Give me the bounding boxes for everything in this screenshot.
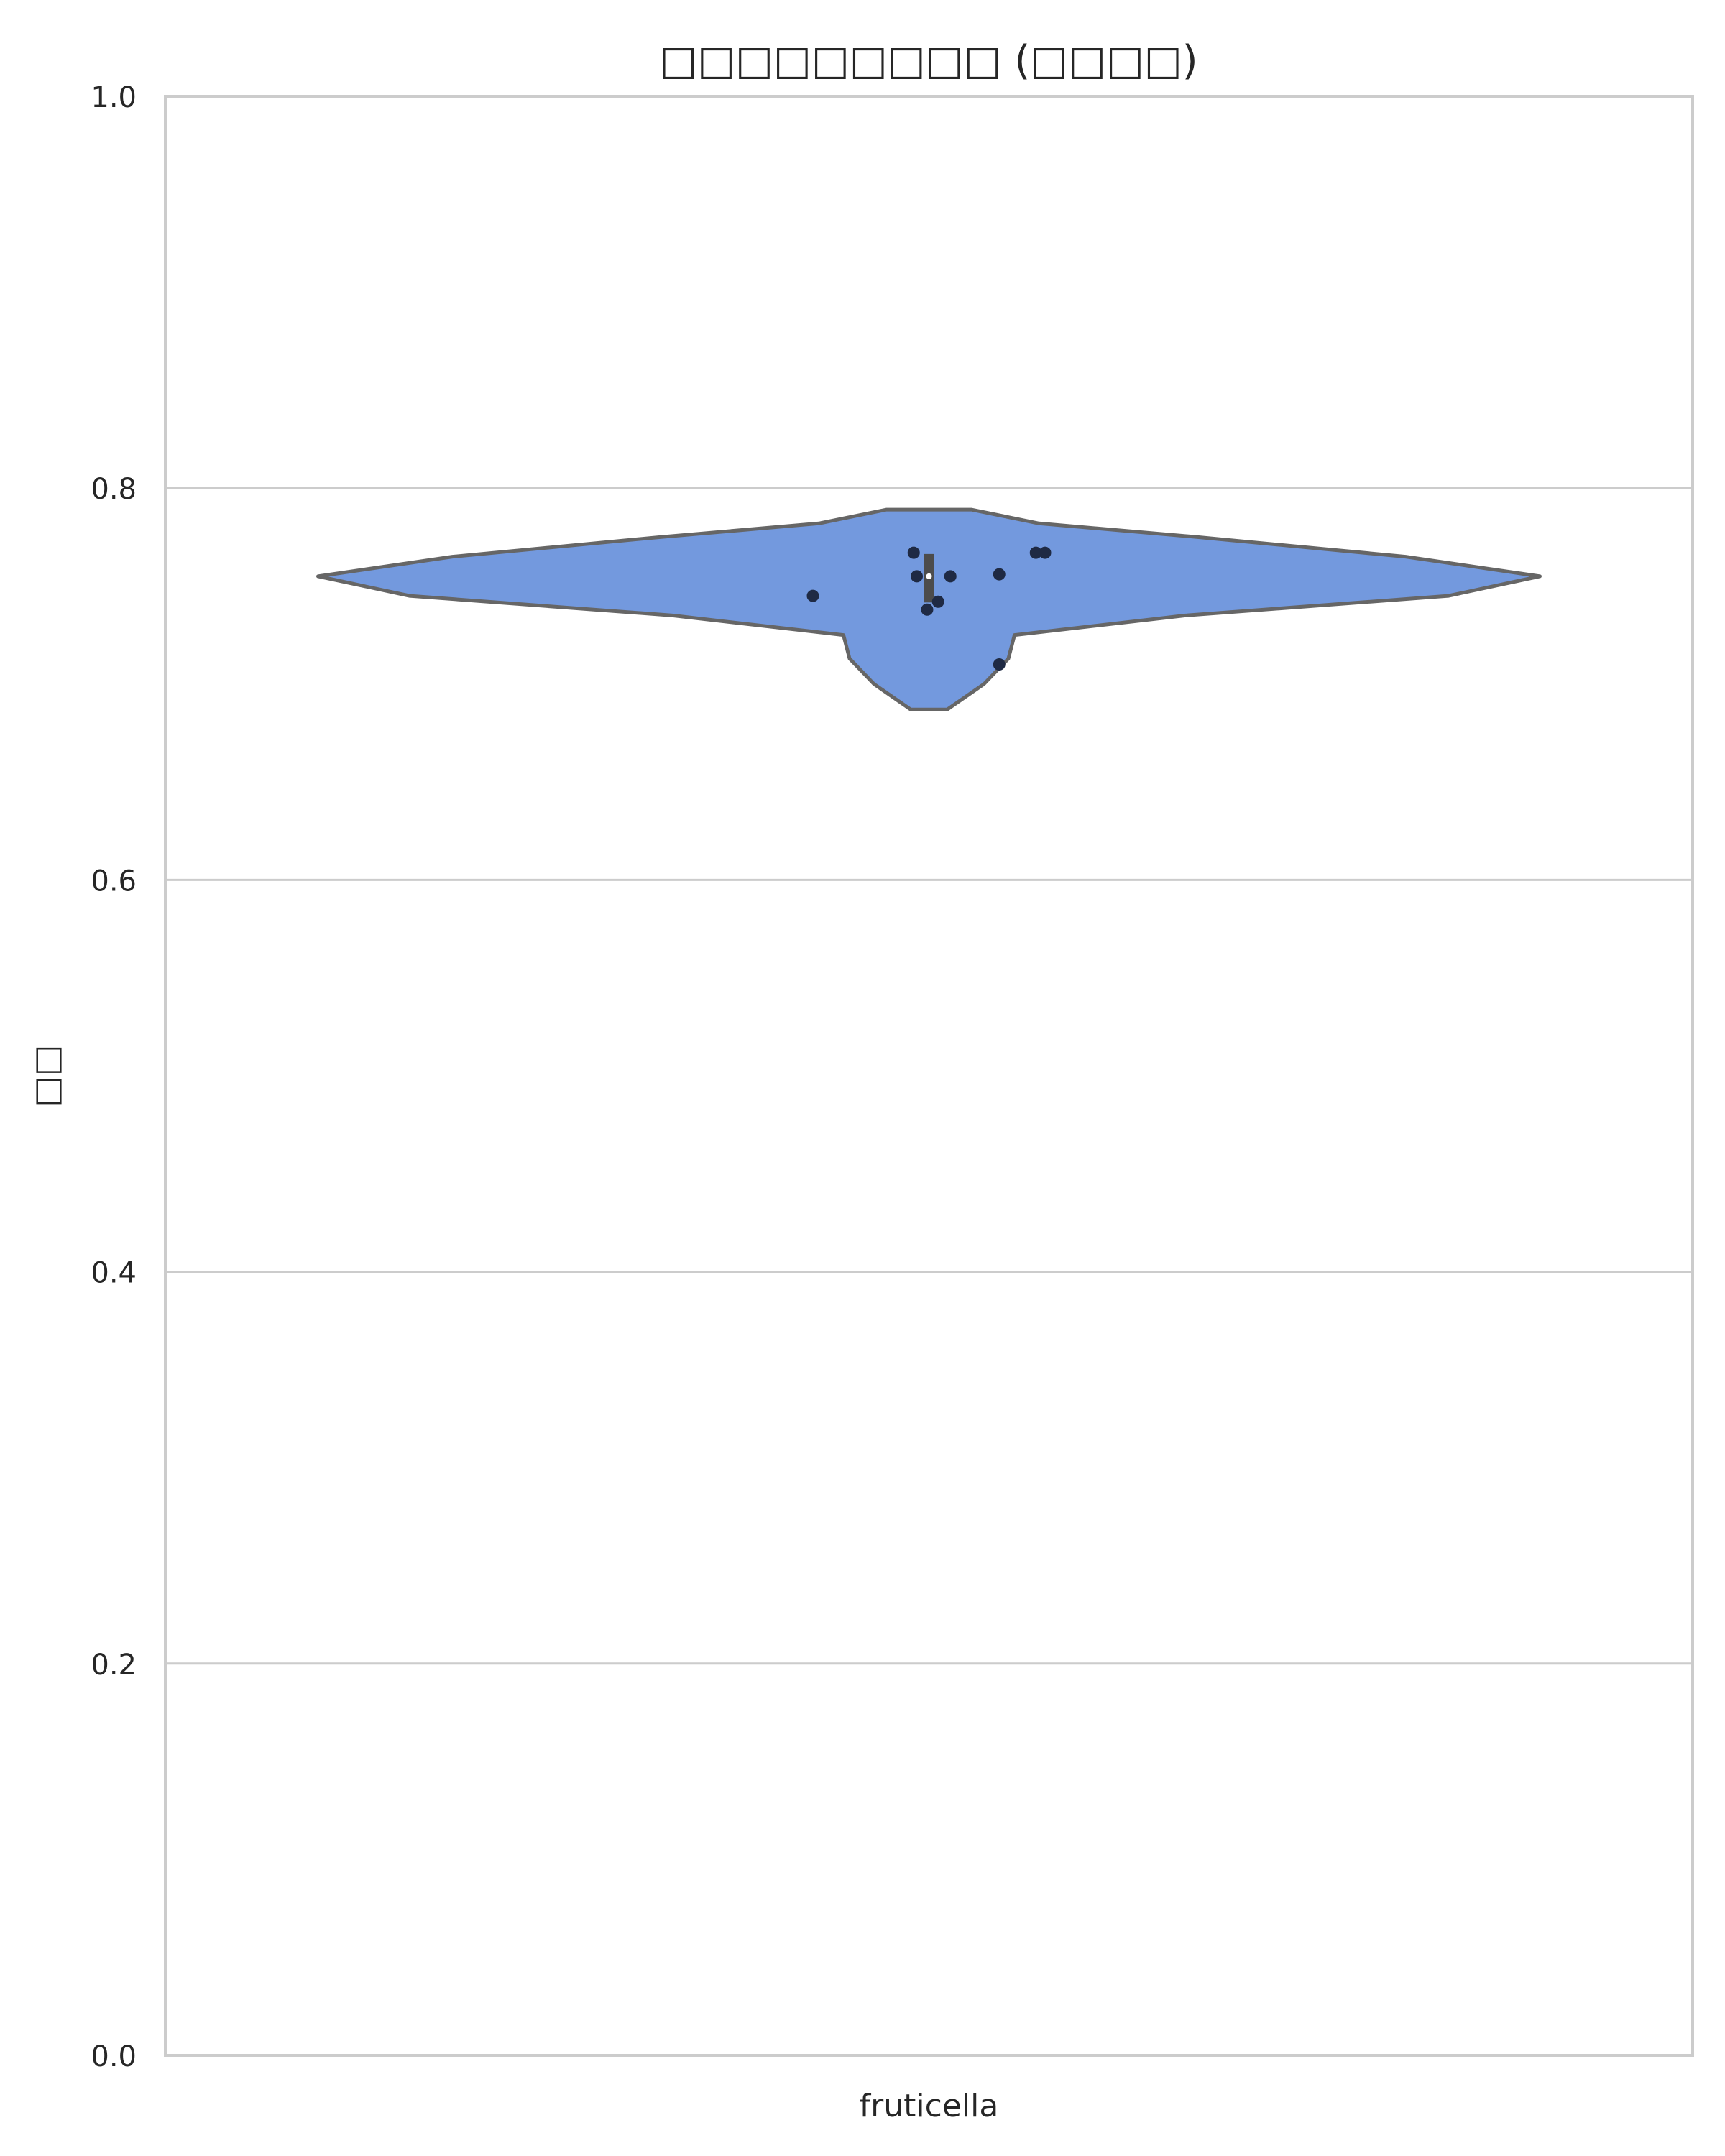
- grid-layer: [165, 487, 1693, 1665]
- y-tick-label: 0.0: [91, 2040, 137, 2073]
- x-tick-label: fruticella: [860, 2088, 999, 2124]
- y-tick-label: 0.8: [91, 473, 137, 506]
- data-point: [921, 603, 934, 616]
- data-point: [993, 568, 1006, 581]
- points-layer: [806, 546, 1052, 671]
- y-tick-label: 0.4: [91, 1257, 137, 1290]
- violin-median-marker: [926, 573, 932, 579]
- data-point: [911, 570, 923, 583]
- data-point: [993, 658, 1006, 671]
- data-point: [932, 595, 944, 608]
- y-axis-label: □□: [27, 1045, 65, 1107]
- data-point: [907, 546, 920, 559]
- plot-frame: [164, 95, 1694, 2057]
- data-point: [944, 570, 957, 583]
- data-point: [1039, 546, 1052, 559]
- y-tick-label: 0.2: [91, 1649, 137, 1682]
- y-tick-label: 1.0: [91, 81, 137, 114]
- axis-layer: 0.0 0.2 0.4 0.6 0.8 1.0 fruticella: [91, 81, 1694, 2124]
- data-point: [806, 589, 819, 602]
- chart-title: □□□□□□□□□ (□□□□): [659, 37, 1197, 84]
- y-tick-label: 0.6: [91, 865, 137, 898]
